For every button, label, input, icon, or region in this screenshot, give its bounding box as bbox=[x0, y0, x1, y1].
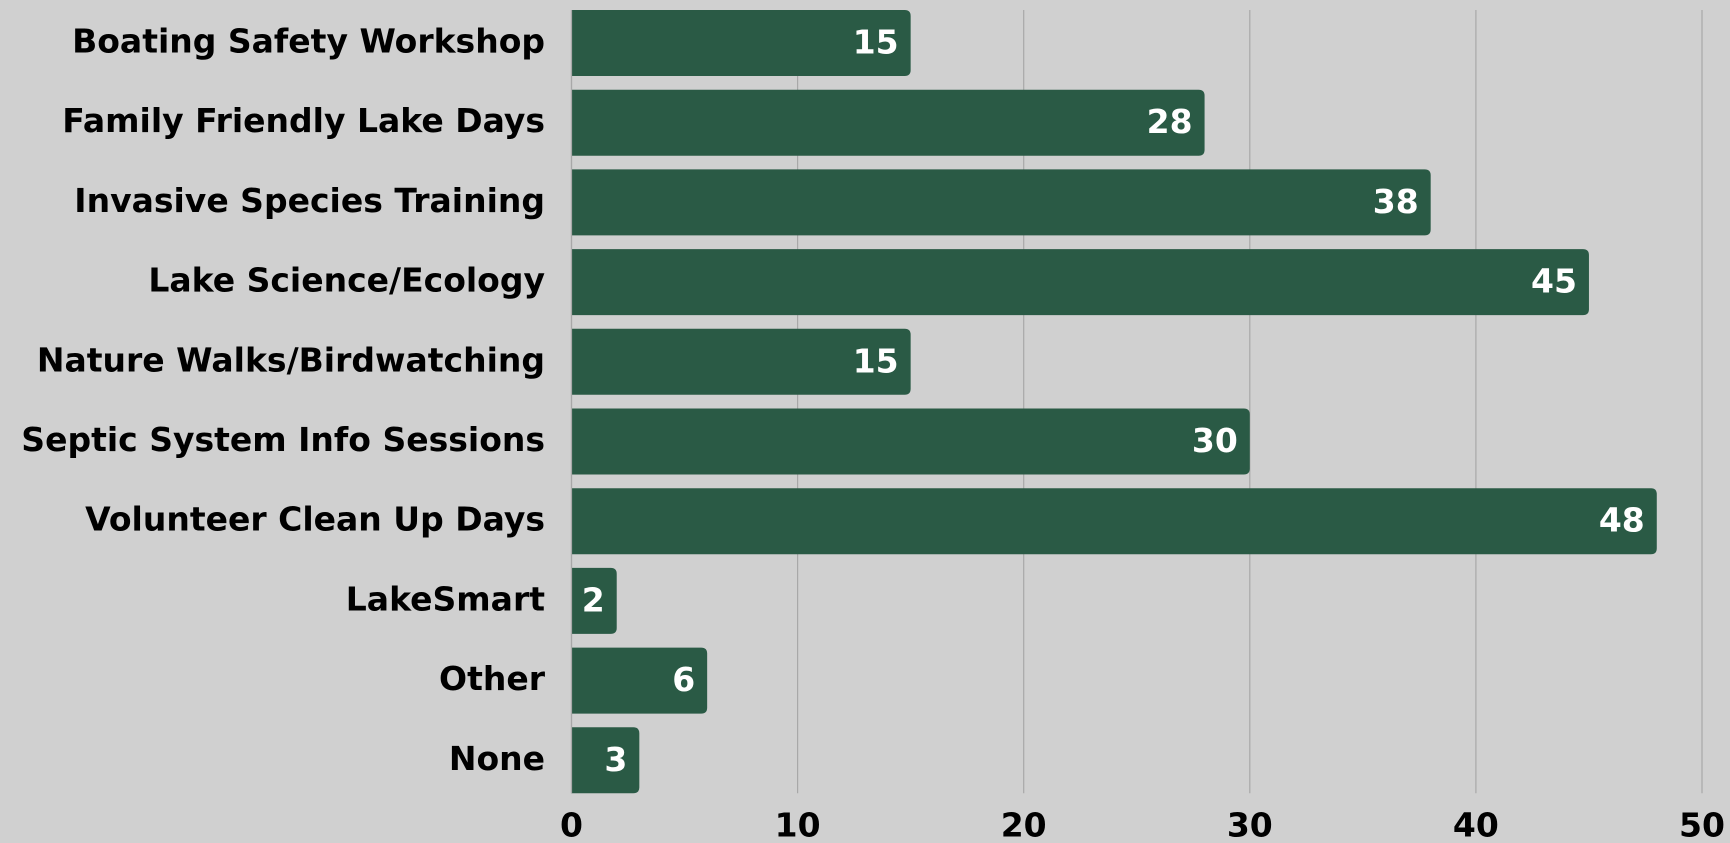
value-label: 30 bbox=[1192, 421, 1238, 460]
bar bbox=[571, 10, 911, 76]
value-label: 15 bbox=[853, 23, 899, 62]
y-tick-label: Boating Safety Workshop bbox=[72, 22, 545, 61]
bar bbox=[571, 249, 1589, 316]
bar bbox=[571, 169, 1431, 236]
y-tick-label: Other bbox=[439, 659, 546, 698]
y-tick-label: Invasive Species Training bbox=[74, 181, 545, 220]
bar bbox=[571, 647, 708, 714]
value-label: 15 bbox=[853, 341, 899, 380]
value-label: 6 bbox=[672, 660, 695, 699]
y-tick-label: Volunteer Clean Up Days bbox=[85, 500, 545, 539]
value-label: 28 bbox=[1147, 102, 1193, 141]
y-tick-label: Lake Science/Ecology bbox=[148, 261, 545, 300]
x-tick-label: 30 bbox=[1227, 806, 1273, 843]
value-label: 45 bbox=[1531, 262, 1577, 301]
y-tick-label: Septic System Info Sessions bbox=[21, 420, 545, 459]
x-tick-label: 50 bbox=[1679, 806, 1725, 843]
y-tick-label: None bbox=[449, 739, 545, 778]
value-label: 38 bbox=[1373, 182, 1419, 221]
value-label: 3 bbox=[604, 740, 627, 779]
y-tick-label: LakeSmart bbox=[346, 579, 545, 618]
x-tick-label: 0 bbox=[560, 806, 583, 843]
x-tick-label: 40 bbox=[1453, 806, 1499, 843]
value-label: 2 bbox=[582, 580, 605, 619]
x-tick-label: 10 bbox=[775, 806, 821, 843]
bar bbox=[571, 488, 1657, 555]
bar bbox=[571, 89, 1205, 156]
bar bbox=[571, 328, 911, 395]
x-tick-label: 20 bbox=[1001, 806, 1047, 843]
value-label: 48 bbox=[1599, 501, 1645, 540]
y-tick-label: Family Friendly Lake Days bbox=[62, 101, 545, 140]
bar bbox=[571, 567, 617, 634]
bar bbox=[571, 727, 640, 794]
bar bbox=[571, 408, 1250, 475]
y-tick-label: Nature Walks/Birdwatching bbox=[37, 340, 545, 379]
